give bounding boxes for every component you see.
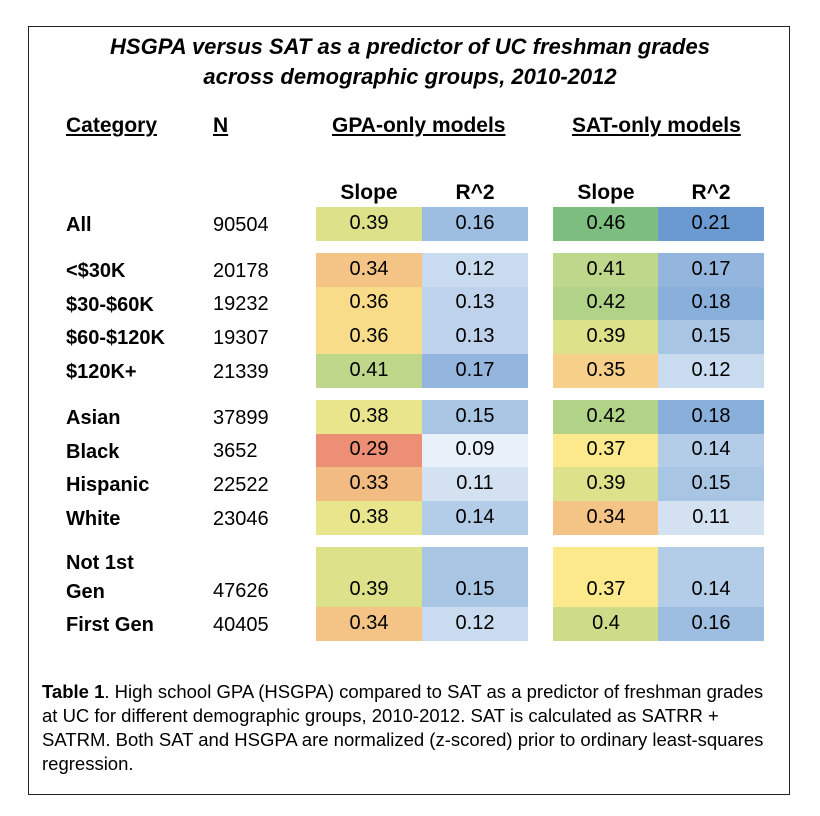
table-cell-sr: 0.11 [658,501,764,535]
row-label: First Gen [66,614,154,636]
table-cell-sr: 0.18 [658,287,764,320]
row-n: 3652 [213,440,258,462]
table-cell-sr: 0.14 [658,434,764,467]
table-cell-gs: 0.36 [316,320,422,354]
table-cell-gs: 0.41 [316,354,422,388]
row-label: Asian [66,407,121,429]
table-cell-gr: 0.16 [422,207,528,241]
row-n: 47626 [213,580,269,602]
row-label-continued: Gen [66,581,105,603]
table-cell-sr: 0.14 [658,547,764,607]
table-cell-ss: 0.39 [553,467,659,501]
table-cell-sr: 0.18 [658,400,764,434]
header-category: Category [66,114,158,137]
table-cell-gr: 0.17 [422,354,528,388]
table-cell-ss: 0.4 [553,607,659,641]
row-n: 19307 [213,327,269,349]
table-cell-sr: 0.21 [658,207,764,241]
caption-text: . High school GPA (HSGPA) compared to SA… [42,681,764,774]
table-cell-gr: 0.12 [422,253,528,287]
table-cell-ss: 0.34 [553,501,659,535]
table-cell-gs: 0.33 [316,467,422,501]
table-cell-ss: 0.39 [553,320,659,354]
row-label: $30-$60K [66,294,154,316]
table-cell-ss: 0.37 [553,547,659,607]
row-label: Not 1st [66,552,134,574]
row-label: $60-$120K [66,327,165,349]
row-n: 23046 [213,508,269,530]
row-n: 90504 [213,214,269,236]
subheader-gpa-slope: Slope [340,181,398,204]
row-n: 21339 [213,361,269,383]
header-n: N [213,114,229,137]
table-cell-sr: 0.17 [658,253,764,287]
table-cell-sr: 0.12 [658,354,764,388]
subheader-sat-slope: Slope [577,181,635,204]
table-cell-gs: 0.29 [316,434,422,467]
table-cell-gr: 0.15 [422,400,528,434]
table-cell-ss: 0.37 [553,434,659,467]
table-cell-gs: 0.39 [316,547,422,607]
title-line-1: HSGPA versus SAT as a predictor of UC fr… [110,34,710,59]
caption-label: Table 1 [42,681,105,702]
row-label: <$30K [66,260,126,282]
header-sat-models: SAT-only models [572,114,741,137]
row-label: Hispanic [66,474,150,496]
table-cell-ss: 0.46 [553,207,659,241]
row-n: 20178 [213,260,269,282]
table-caption: Table 1. High school GPA (HSGPA) compare… [42,680,782,776]
row-label: Black [66,441,120,463]
figure-frame [28,26,790,795]
table-cell-gr: 0.12 [422,607,528,641]
table-cell-gs: 0.38 [316,501,422,535]
table-cell-gs: 0.34 [316,607,422,641]
title-line-2: across demographic groups, 2010-2012 [203,64,617,89]
table-cell-gs: 0.34 [316,253,422,287]
table-cell-sr: 0.16 [658,607,764,641]
row-label: $120K+ [66,361,137,383]
row-n: 22522 [213,474,269,496]
table-cell-gr: 0.15 [422,547,528,607]
table-cell-gr: 0.14 [422,501,528,535]
table-cell-ss: 0.42 [553,287,659,320]
row-n: 40405 [213,614,269,636]
subheader-sat-r2: R^2 [691,181,731,204]
table-cell-gr: 0.13 [422,287,528,320]
table-cell-gs: 0.38 [316,400,422,434]
table-cell-sr: 0.15 [658,320,764,354]
table-cell-gr: 0.11 [422,467,528,501]
table-cell-ss: 0.35 [553,354,659,388]
table-cell-gs: 0.39 [316,207,422,241]
row-label: All [66,214,92,236]
row-label: White [66,508,121,530]
table-cell-gr: 0.09 [422,434,528,467]
table-cell-gs: 0.36 [316,287,422,320]
table-cell-gr: 0.13 [422,320,528,354]
subheader-gpa-r2: R^2 [455,181,495,204]
row-n: 19232 [213,293,269,315]
row-n: 37899 [213,407,269,429]
table-cell-sr: 0.15 [658,467,764,501]
table-cell-ss: 0.41 [553,253,659,287]
header-gpa-models: GPA-only models [332,114,506,137]
table-cell-ss: 0.42 [553,400,659,434]
